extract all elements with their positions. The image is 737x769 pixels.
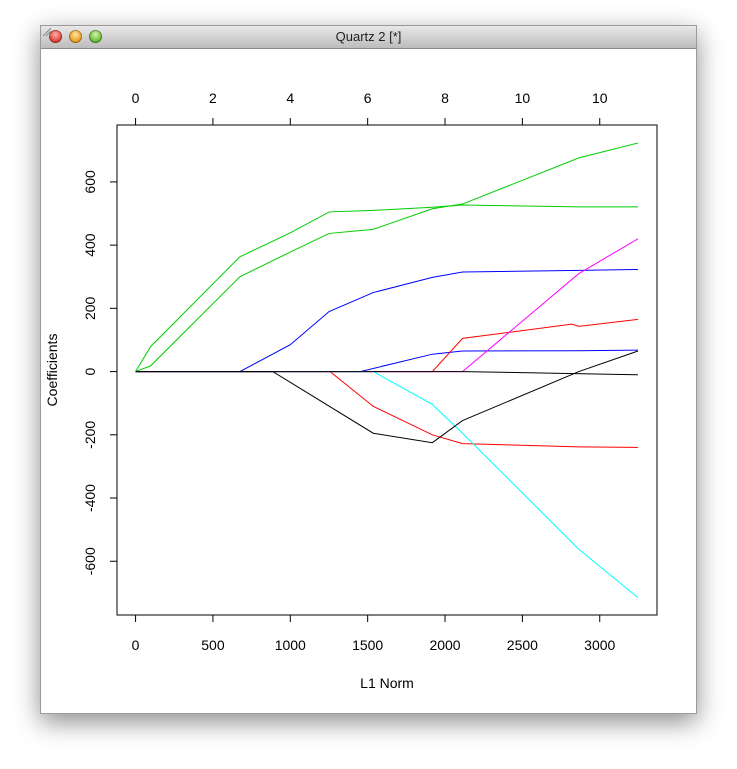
y-tick-label: 0 [82, 367, 98, 375]
x-tick-label: 500 [201, 637, 225, 653]
minimize-button[interactable] [69, 30, 82, 43]
series-line-1 [135, 204, 638, 372]
top-tick-label: 6 [364, 90, 372, 106]
x-tick-label: 3000 [584, 637, 615, 653]
y-tick-label: -200 [82, 421, 98, 449]
y-tick-label: 400 [82, 233, 98, 257]
top-tick-label: 10 [515, 90, 531, 106]
y-tick-label: 200 [82, 296, 98, 320]
y-tick-label: -600 [82, 547, 98, 575]
series-line-8 [135, 371, 639, 598]
x-tick-label: 2500 [507, 637, 538, 653]
zoom-button[interactable] [89, 30, 102, 43]
x-tick-label: 0 [132, 637, 140, 653]
quartz-window: Quartz 2 [*] [40, 25, 697, 714]
resize-grip-icon[interactable] [41, 26, 51, 36]
series-line-2 [135, 142, 639, 373]
x-tick-label: 2000 [429, 637, 460, 653]
top-tick-label: 2 [209, 90, 217, 106]
series-line-5 [135, 318, 639, 373]
title-bar[interactable]: Quartz 2 [*] [41, 26, 696, 49]
x-axis-label: L1 Norm [360, 675, 414, 691]
top-tick-label: 10 [592, 90, 608, 106]
series-line-6 [135, 371, 638, 448]
y-tick-label: -400 [82, 484, 98, 512]
series-line-3 [135, 268, 638, 373]
close-button[interactable] [49, 30, 62, 43]
top-tick-label: 4 [286, 90, 294, 106]
x-tick-label: 1500 [352, 637, 383, 653]
window-title: Quartz 2 [*] [335, 29, 402, 44]
x-tick-label: 1000 [275, 637, 306, 653]
y-axis-label: Coefficients [44, 334, 60, 407]
top-tick-label: 0 [132, 90, 140, 106]
y-tick-label: 600 [82, 170, 98, 194]
series-line-4 [135, 349, 638, 373]
top-tick-label: 8 [441, 90, 449, 106]
series-line-10 [135, 371, 638, 376]
plot-frame [116, 124, 658, 616]
